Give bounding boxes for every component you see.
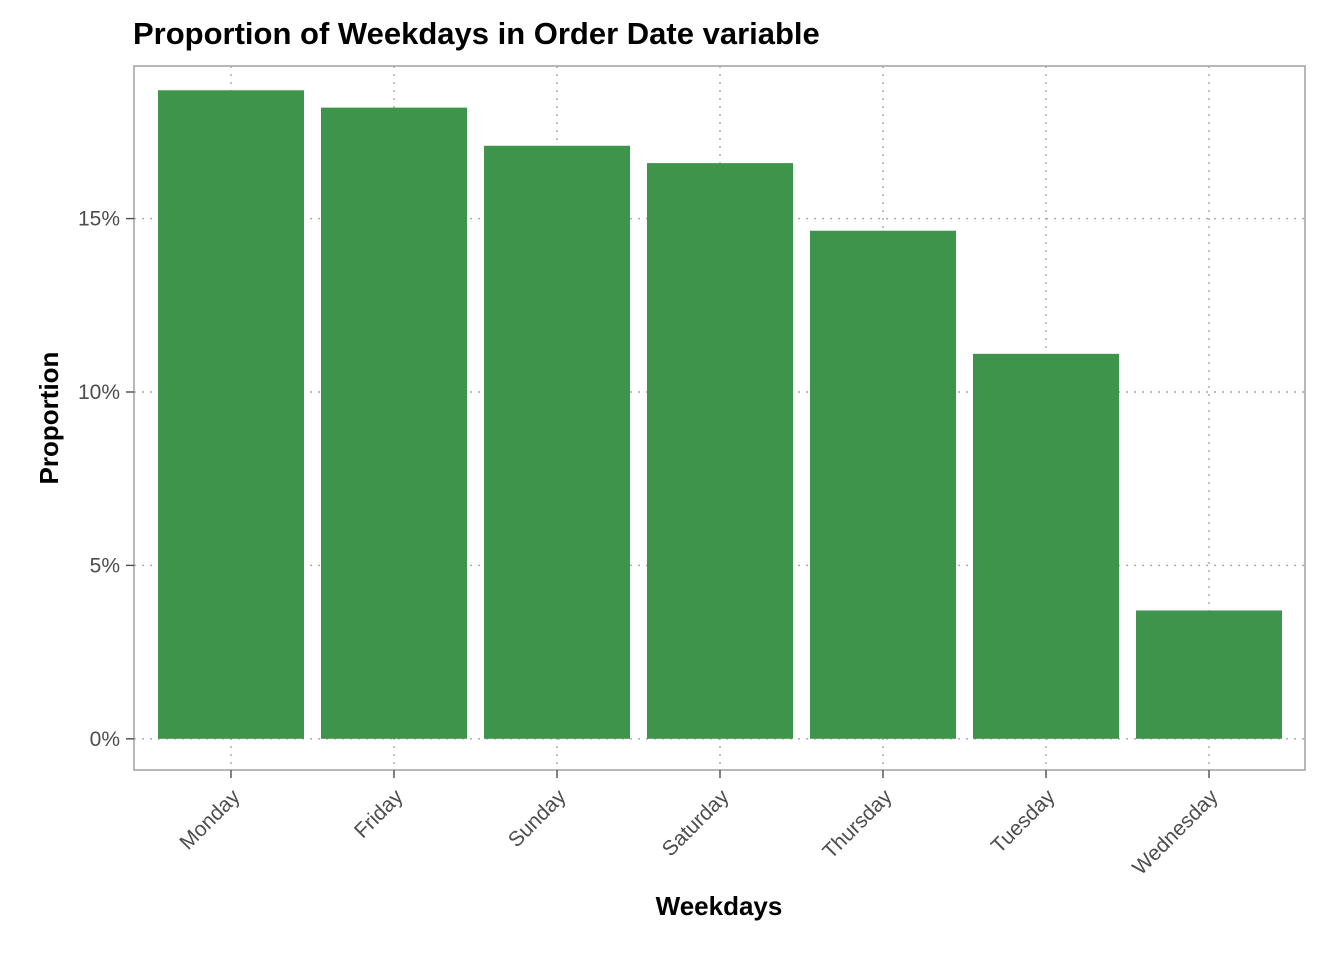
y-tick-label: 10% [78, 381, 120, 404]
y-axis-title: Proportion [34, 352, 64, 485]
bar-thursday [810, 230, 956, 739]
bar-friday [321, 107, 467, 739]
y-tick-label: 5% [90, 554, 120, 577]
x-tick-label: Sunday [504, 785, 571, 852]
x-tick-label: Saturday [658, 785, 734, 861]
x-tick-label: Monday [175, 785, 244, 854]
x-axis: Monday Friday Sunday Saturday Thursday Tuesda… [175, 770, 1223, 880]
x-axis-title: Weekdays [656, 891, 783, 921]
chart-title: Proportion of Weekdays in Order Date var… [133, 16, 820, 51]
bar-tuesday [973, 353, 1119, 739]
bar-sunday [484, 145, 630, 739]
bars [158, 90, 1282, 739]
bar-monday [158, 90, 304, 739]
y-tick-label: 0% [90, 728, 120, 751]
x-tick-label: Wednesday [1128, 785, 1223, 880]
y-tick-label: 15% [78, 208, 120, 231]
x-tick-label: Friday [350, 785, 408, 843]
x-tick-label: Thursday [818, 785, 897, 864]
bar-saturday [647, 163, 793, 739]
y-axis: 0% 5% 10% 15% [78, 208, 134, 751]
bar-wednesday [1136, 610, 1282, 739]
x-tick-label: Tuesday [987, 785, 1060, 858]
